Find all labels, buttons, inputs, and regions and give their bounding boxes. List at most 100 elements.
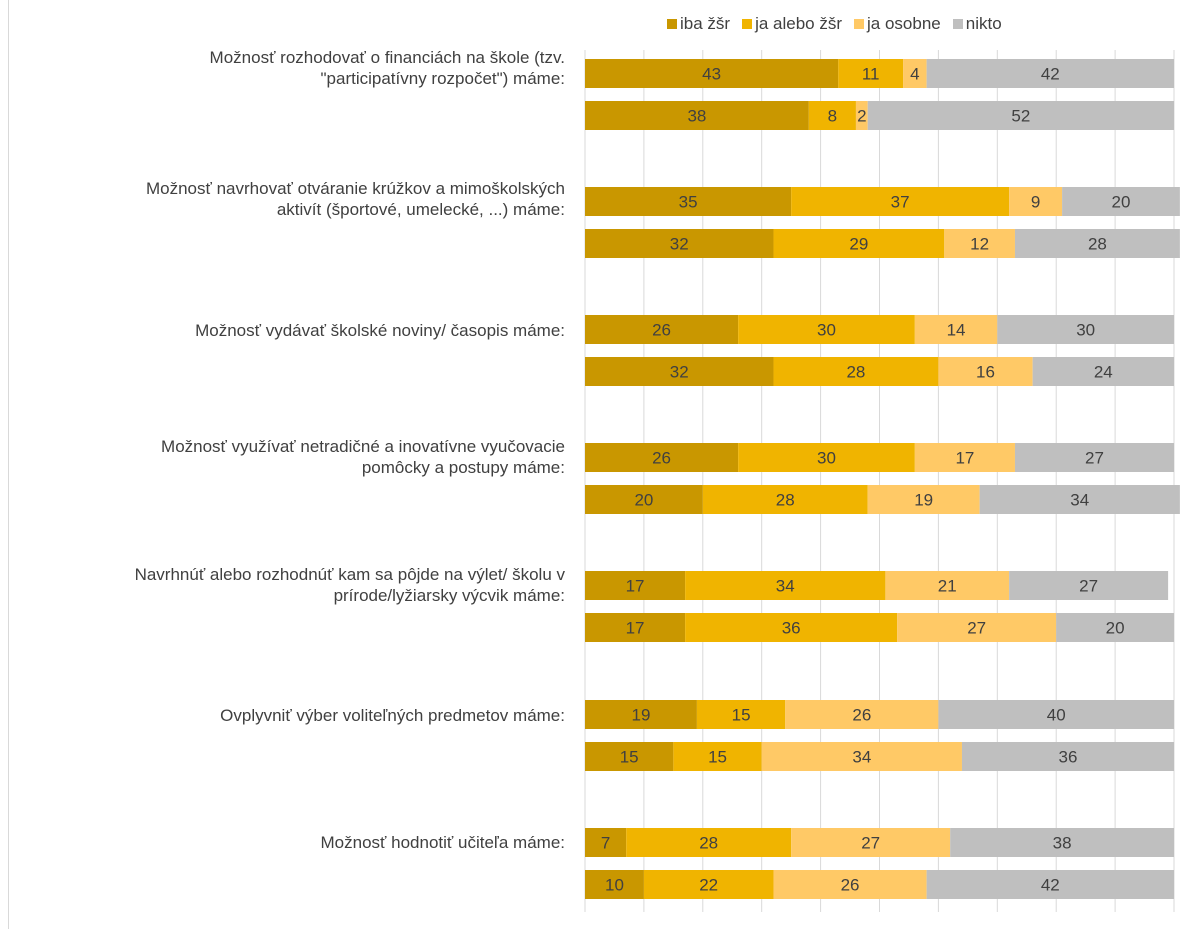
data-label: 8 bbox=[828, 107, 837, 126]
bar-segment bbox=[773, 357, 939, 386]
data-label: 30 bbox=[1076, 321, 1095, 340]
data-label: 24 bbox=[1094, 363, 1113, 382]
data-label: 37 bbox=[891, 193, 910, 212]
bar-segment bbox=[673, 742, 762, 771]
bar-segment bbox=[585, 571, 686, 600]
data-label: 27 bbox=[1079, 577, 1098, 596]
bar-segment bbox=[1009, 571, 1169, 600]
bar-segment bbox=[897, 613, 1057, 642]
data-label: 28 bbox=[776, 491, 795, 510]
data-label: 22 bbox=[699, 876, 718, 895]
legend-label: nikto bbox=[965, 14, 1002, 33]
data-label: 42 bbox=[1041, 65, 1060, 84]
bar-segment bbox=[838, 59, 904, 88]
bar-segment bbox=[1014, 229, 1180, 258]
data-label: 30 bbox=[817, 449, 836, 468]
legend-label: ja alebo žšr bbox=[755, 14, 843, 33]
data-label: 38 bbox=[1053, 834, 1072, 853]
data-label: 19 bbox=[631, 706, 650, 725]
data-label: 17 bbox=[955, 449, 974, 468]
bar-segment bbox=[585, 59, 839, 88]
legend-label: iba žšr bbox=[680, 14, 731, 33]
data-label: 7 bbox=[601, 834, 610, 853]
bar-segment bbox=[867, 101, 1174, 130]
data-label: 36 bbox=[1059, 748, 1078, 767]
legend-swatch bbox=[854, 19, 865, 29]
bar-segment bbox=[773, 229, 945, 258]
data-label: 34 bbox=[776, 577, 795, 596]
data-label: 14 bbox=[947, 321, 966, 340]
data-label: 15 bbox=[732, 706, 751, 725]
bar-segment bbox=[979, 485, 1180, 514]
bar-segment bbox=[585, 187, 792, 216]
data-label: 17 bbox=[626, 577, 645, 596]
bar-segment bbox=[773, 870, 927, 899]
bar-segment bbox=[791, 187, 1010, 216]
data-label: 15 bbox=[620, 748, 639, 767]
data-label: 38 bbox=[687, 107, 706, 126]
bar-segment bbox=[585, 870, 644, 899]
bar-segment bbox=[761, 742, 962, 771]
bar-segment bbox=[1056, 613, 1174, 642]
legend: iba žšr ja alebo žšr ja osobne nikto bbox=[667, 14, 1002, 34]
data-label: 27 bbox=[1085, 449, 1104, 468]
data-label: 32 bbox=[670, 235, 689, 254]
bar-segment bbox=[585, 229, 774, 258]
data-label: 26 bbox=[852, 706, 871, 725]
legend-item: ja osobne bbox=[854, 14, 941, 34]
bar-segment bbox=[791, 828, 951, 857]
bar-segment bbox=[696, 700, 786, 729]
bar-segment bbox=[626, 828, 792, 857]
data-label: 16 bbox=[976, 363, 995, 382]
legend-item: nikto bbox=[952, 14, 1002, 34]
data-label: 40 bbox=[1047, 706, 1066, 725]
bar-segment bbox=[585, 613, 686, 642]
data-label: 10 bbox=[605, 876, 624, 895]
data-label: 11 bbox=[862, 65, 880, 84]
legend-swatch bbox=[952, 19, 963, 29]
bar-segment bbox=[702, 485, 868, 514]
bar-segment bbox=[950, 828, 1174, 857]
data-label: 35 bbox=[679, 193, 698, 212]
chart-frame bbox=[8, 0, 1187, 929]
bar-segment bbox=[585, 357, 774, 386]
bar-segment bbox=[585, 101, 809, 130]
bar-segment bbox=[585, 315, 739, 344]
bar-segment bbox=[903, 59, 927, 88]
bar-segment bbox=[926, 870, 1174, 899]
data-label: 43 bbox=[702, 65, 721, 84]
data-label: 26 bbox=[652, 449, 671, 468]
bar-segment bbox=[585, 828, 627, 857]
bar-segment bbox=[867, 485, 980, 514]
category-label: Navrhnúť alebo rozhodnúť kam sa pôjde na… bbox=[134, 565, 565, 605]
bar-segment bbox=[808, 101, 856, 130]
bar-segment bbox=[585, 742, 674, 771]
legend-item: ja alebo žšr bbox=[742, 14, 842, 34]
bar-segment bbox=[855, 101, 868, 130]
data-label: 2 bbox=[857, 107, 866, 126]
data-label: 52 bbox=[1011, 107, 1030, 126]
data-label: 17 bbox=[626, 619, 645, 638]
bar-segment bbox=[585, 485, 703, 514]
bar-segment bbox=[997, 315, 1174, 344]
data-label: 9 bbox=[1031, 193, 1040, 212]
bar-segment bbox=[938, 700, 1174, 729]
bar-segment bbox=[1032, 357, 1174, 386]
bar-segment bbox=[785, 700, 939, 729]
data-label: 36 bbox=[782, 619, 801, 638]
data-label: 15 bbox=[708, 748, 727, 767]
data-label: 20 bbox=[1112, 193, 1131, 212]
legend-item: iba žšr bbox=[667, 14, 730, 34]
category-label: Možnosť rozhodovať o financiách na škole… bbox=[209, 48, 565, 88]
data-label: 19 bbox=[914, 491, 933, 510]
bar-segment bbox=[685, 571, 886, 600]
bar-segment bbox=[1062, 187, 1180, 216]
bar-segment bbox=[1009, 187, 1063, 216]
bar-segment bbox=[738, 443, 915, 472]
data-label: 26 bbox=[841, 876, 860, 895]
data-label: 27 bbox=[861, 834, 880, 853]
data-label: 30 bbox=[817, 321, 836, 340]
legend-swatch bbox=[667, 19, 677, 29]
bar-segment bbox=[1014, 443, 1174, 472]
bar-segment bbox=[585, 443, 739, 472]
